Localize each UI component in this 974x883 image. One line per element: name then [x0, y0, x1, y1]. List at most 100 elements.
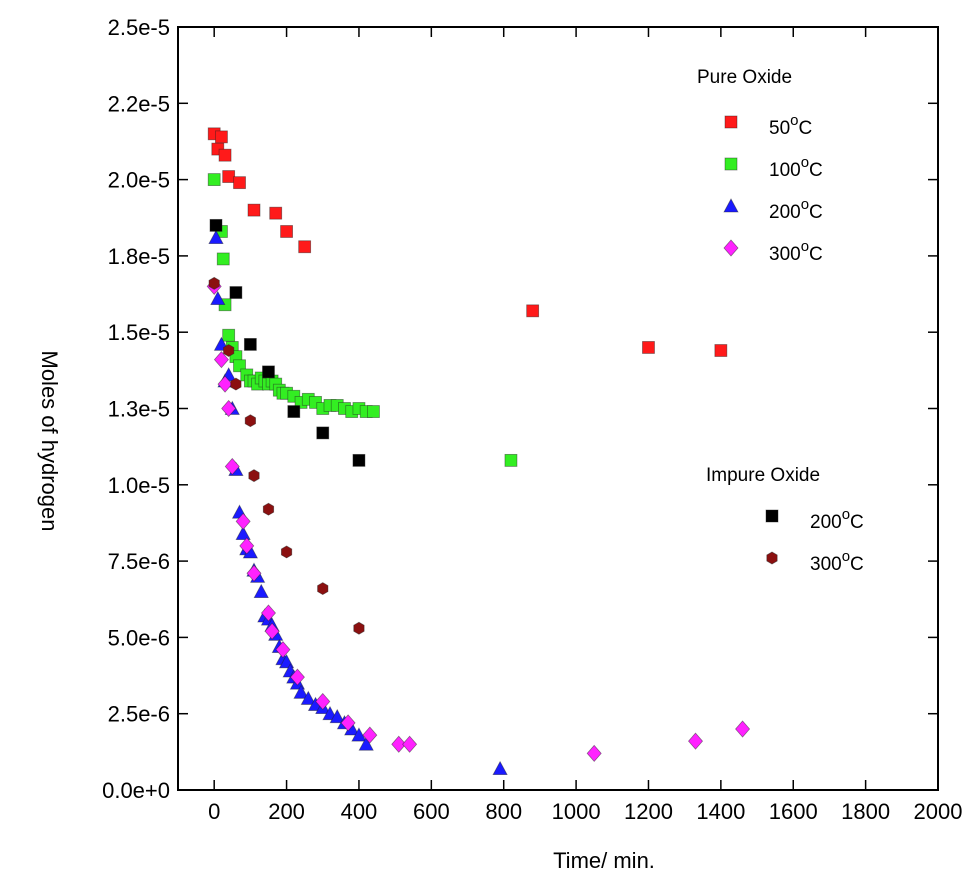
data-point — [243, 338, 257, 351]
data-point — [224, 457, 240, 476]
data-point — [714, 344, 728, 357]
legend-label: 100oC — [769, 154, 823, 181]
legend-marker — [724, 157, 738, 171]
y-tick-label: 0.0e+0 — [102, 778, 170, 803]
data-point — [210, 290, 226, 306]
data-point — [351, 727, 367, 742]
data-point — [213, 351, 229, 369]
data-point — [735, 720, 751, 738]
legend-label: 50oC — [769, 112, 812, 139]
data-point — [229, 286, 243, 299]
data-point — [293, 684, 309, 699]
data-point — [217, 375, 233, 393]
y-tick-label: 2.5e-5 — [108, 15, 170, 40]
data-point — [287, 405, 301, 418]
legend-marker — [723, 198, 739, 213]
data-point — [222, 170, 236, 183]
data-point — [340, 714, 356, 732]
x-tick-label: 1200 — [624, 799, 673, 824]
data-point — [504, 453, 518, 467]
data-point — [223, 344, 235, 357]
data-point — [687, 732, 704, 750]
legend-marker — [765, 509, 779, 523]
legend-marker — [723, 239, 739, 257]
y-tick-label: 1.3e-5 — [108, 397, 170, 422]
y-tick-label: 2.2e-5 — [108, 91, 170, 116]
data-point — [244, 414, 256, 428]
data-point — [262, 365, 275, 379]
data-point — [492, 760, 508, 776]
data-point — [239, 537, 255, 555]
data-point — [367, 405, 380, 418]
legend-label: 300oC — [769, 238, 823, 265]
data-point — [315, 692, 331, 711]
legend-marker — [766, 551, 778, 565]
x-tick-label: 1000 — [552, 799, 601, 824]
x-tick-label: 0 — [208, 799, 220, 824]
series-0 — [207, 127, 728, 357]
data-point — [218, 148, 232, 162]
data-point — [208, 229, 224, 244]
data-point — [298, 240, 312, 254]
legend-marker — [724, 115, 738, 129]
x-tick-label: 200 — [268, 799, 305, 824]
y-tick-label: 7.5e-6 — [108, 549, 170, 574]
legend: Pure Oxide Impure Oxide 50oC 100oC 200oC 300o… — [697, 67, 864, 575]
legend-group-title: Pure Oxide — [697, 67, 792, 88]
y-tick-label: 1.0e-5 — [108, 473, 170, 498]
data-point — [402, 735, 418, 753]
y-axis-label: Moles of hydrogen — [37, 351, 62, 532]
data-point — [248, 469, 260, 483]
data-point — [352, 453, 366, 467]
data-point — [280, 225, 293, 238]
data-point — [269, 206, 283, 220]
data-point — [235, 512, 251, 531]
data-point — [222, 328, 236, 342]
data-point — [329, 708, 345, 724]
data-point — [317, 582, 329, 596]
x-tick-label: 2000 — [914, 799, 963, 824]
series-4 — [209, 218, 366, 467]
data-point — [215, 130, 228, 144]
legend-group-title: Impure Oxide — [706, 465, 820, 486]
x-tick-label: 1800 — [841, 799, 890, 824]
x-tick-label: 600 — [413, 799, 450, 824]
data-point — [262, 502, 275, 516]
y-tick-label: 1.5e-5 — [108, 320, 170, 345]
legend-label: 300oC — [810, 548, 864, 575]
series-5 — [208, 276, 365, 635]
data-point — [260, 604, 277, 622]
data-point — [316, 426, 330, 440]
data-point — [280, 545, 293, 559]
data-point — [208, 276, 220, 290]
data-point — [275, 641, 291, 659]
data-points — [206, 127, 751, 776]
y-tick-label: 2.5e-6 — [108, 702, 170, 727]
data-point — [358, 736, 374, 751]
x-tick-label: 1600 — [769, 799, 818, 824]
x-axis: 0 200 400 600 800 1000 1200 1400 1600 1800 2000 — [208, 27, 962, 824]
data-point — [353, 621, 365, 635]
x-tick-label: 800 — [485, 799, 522, 824]
y-tick-label: 2.0e-5 — [108, 168, 170, 193]
data-point — [246, 564, 262, 582]
data-point — [253, 583, 269, 599]
y-tick-label: 1.8e-5 — [108, 244, 170, 269]
data-point — [207, 173, 221, 187]
data-point — [642, 341, 655, 354]
data-point — [586, 744, 602, 762]
x-axis-label: Time/ min. — [553, 848, 655, 873]
data-point — [391, 735, 407, 753]
data-point — [233, 176, 246, 190]
y-axis: 0.0e+0 2.5e-6 5.0e-6 7.5e-6 1.0e-5 1.3e-5 1.5e… — [102, 15, 938, 803]
data-point — [247, 203, 261, 217]
data-point — [221, 399, 237, 418]
data-point — [216, 252, 230, 266]
data-point — [209, 218, 223, 232]
data-point — [362, 726, 378, 744]
data-point — [264, 622, 280, 640]
data-point — [526, 304, 540, 318]
x-tick-label: 400 — [341, 799, 378, 824]
